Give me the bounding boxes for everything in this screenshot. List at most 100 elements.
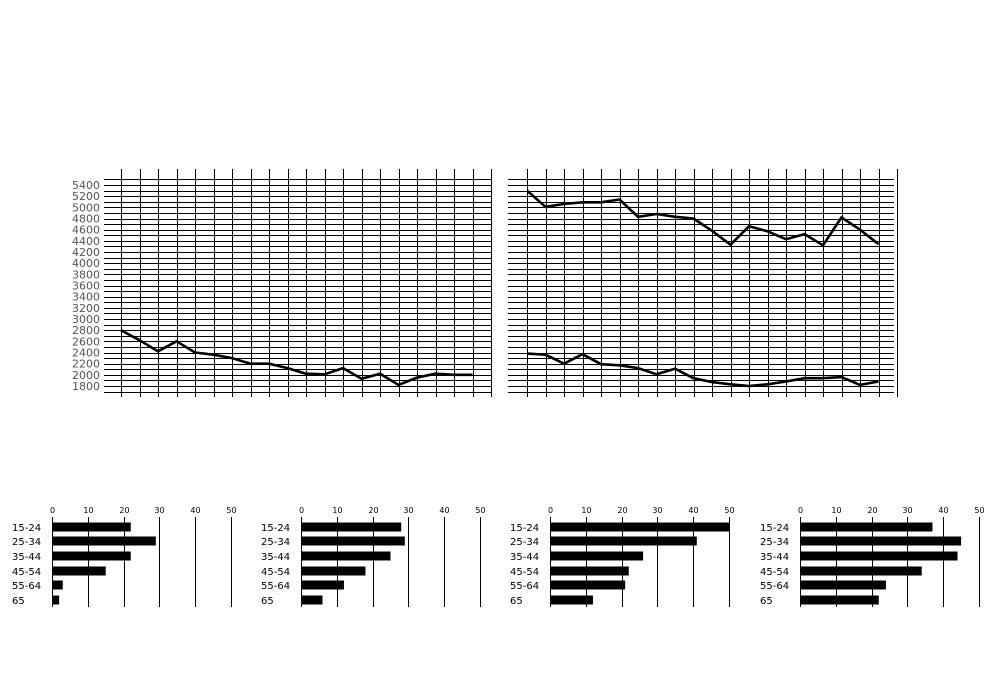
bar-chart-1: 0 10 20 30 40 50 15-24 25-34 35-44 45-54 55-64 65 [12, 506, 237, 607]
category-label: 65 [12, 596, 25, 607]
bar [301, 522, 402, 532]
series-line-1 [120, 329, 473, 387]
x-tick-label: 40 [439, 506, 449, 515]
y-tick-label: 5400 [72, 179, 100, 192]
bar [800, 522, 933, 532]
category-label: 25-34 [261, 537, 290, 548]
y-tick-label: 4400 [72, 235, 100, 248]
x-tick-label: 30 [902, 506, 912, 515]
bar-chart-3: 0 10 20 30 40 50 15-24 25-34 35-44 45-54 55-64 65 [510, 506, 735, 607]
category-label: 55-64 [760, 581, 789, 592]
x-tick-label: 50 [974, 506, 984, 515]
y-tick-label: 3600 [72, 280, 100, 293]
y-tick-label: 1800 [72, 380, 100, 393]
x-tick-label: 30 [154, 506, 164, 515]
x-tick-label: 40 [688, 506, 698, 515]
x-tick-label: 40 [190, 506, 200, 515]
x-tick-label: 0 [50, 506, 55, 515]
bar [550, 566, 629, 576]
x-tick-label: 10 [332, 506, 342, 515]
category-label: 25-34 [510, 537, 539, 548]
y-tick-label: 5000 [72, 201, 100, 214]
series-line-1 [526, 189, 880, 247]
line-chart-right [508, 169, 898, 397]
x-tick-label: 10 [831, 506, 841, 515]
bar [550, 595, 593, 605]
x-tick-label: 20 [867, 506, 877, 515]
bar-chart-4: 0 10 20 30 40 50 15-24 25-34 35-44 45-54 55-64 65 [760, 506, 985, 607]
y-tick-label: 3800 [72, 268, 100, 281]
bar [800, 595, 879, 605]
bar [550, 551, 644, 561]
bar [301, 551, 391, 561]
x-tick-label: 10 [83, 506, 93, 515]
bar [52, 580, 63, 590]
bar [800, 536, 962, 546]
category-label: 45-54 [760, 567, 789, 578]
x-tick-label: 30 [652, 506, 662, 515]
category-label: 15-24 [760, 523, 789, 534]
bar [52, 566, 106, 576]
x-tick-label: 50 [724, 506, 734, 515]
bar [800, 580, 886, 590]
x-tick-label: 20 [119, 506, 129, 515]
y-tick-label: 2600 [72, 335, 100, 348]
category-label: 25-34 [760, 537, 789, 548]
bar [52, 522, 131, 532]
category-label: 15-24 [510, 523, 539, 534]
x-tick-label: 30 [403, 506, 413, 515]
category-label: 65 [760, 596, 773, 607]
x-tick-label: 10 [581, 506, 591, 515]
bar [550, 536, 697, 546]
category-label: 45-54 [510, 567, 539, 578]
y-tick-label: 4000 [72, 257, 100, 270]
category-label: 35-44 [12, 552, 41, 563]
y-tick-label: 2400 [72, 347, 100, 360]
y-tick-label: 4600 [72, 224, 100, 237]
y-tick-label: 3200 [72, 302, 100, 315]
bar [301, 595, 323, 605]
category-label: 35-44 [261, 552, 290, 563]
category-label: 55-64 [12, 581, 41, 592]
category-label: 55-64 [261, 581, 290, 592]
bar [301, 566, 366, 576]
bar [301, 580, 344, 590]
y-tick-label: 2000 [72, 369, 100, 382]
bar [52, 595, 60, 605]
y-tick-label: 4800 [72, 213, 100, 226]
bar [52, 536, 156, 546]
bar [800, 551, 958, 561]
x-tick-label: 0 [548, 506, 553, 515]
series-line-2 [526, 352, 879, 388]
y-tick-label: 3000 [72, 313, 100, 326]
x-tick-label: 20 [368, 506, 378, 515]
category-label: 65 [510, 596, 523, 607]
bar [550, 580, 626, 590]
x-tick-label: 0 [299, 506, 304, 515]
category-label: 15-24 [12, 523, 41, 534]
bar-chart-2: 0 10 20 30 40 50 15-24 25-34 35-44 45-54 55-64 65 [261, 506, 486, 607]
y-tick-label: 2800 [72, 324, 100, 337]
y-tick-label: 3400 [72, 291, 100, 304]
x-tick-label: 50 [226, 506, 236, 515]
category-label: 45-54 [261, 567, 290, 578]
line-chart-left: 5400520050004800460044004200400038003600… [72, 169, 492, 397]
y-tick-label: 2200 [72, 358, 100, 371]
x-tick-label: 40 [938, 506, 948, 515]
bar [52, 551, 131, 561]
category-label: 55-64 [510, 581, 539, 592]
x-tick-label: 20 [617, 506, 627, 515]
category-label: 45-54 [12, 567, 41, 578]
bar [550, 522, 729, 532]
category-label: 25-34 [12, 537, 41, 548]
bar [800, 566, 922, 576]
x-tick-label: 50 [475, 506, 485, 515]
category-label: 65 [261, 596, 274, 607]
y-tick-label: 4200 [72, 246, 100, 259]
bar [301, 536, 405, 546]
category-label: 15-24 [261, 523, 290, 534]
category-label: 35-44 [760, 552, 789, 563]
y-tick-label: 5200 [72, 190, 100, 203]
category-label: 35-44 [510, 552, 539, 563]
